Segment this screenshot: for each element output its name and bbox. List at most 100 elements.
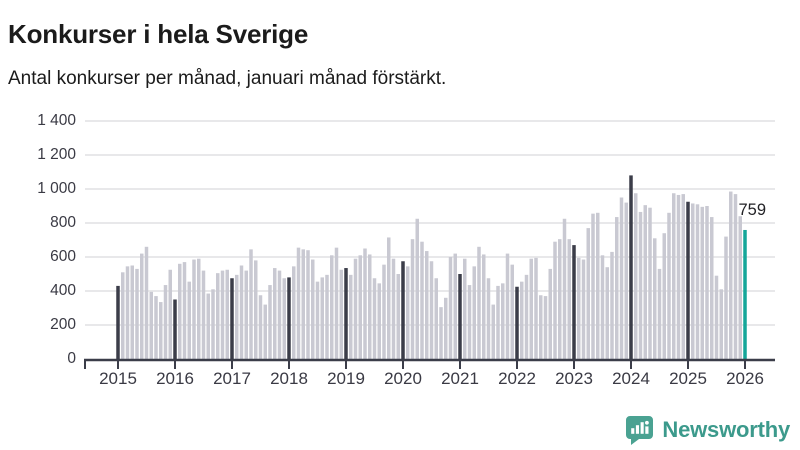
bar-month (486, 278, 491, 359)
bar-month (619, 197, 624, 359)
bar-month (144, 246, 149, 359)
bar-month (520, 281, 524, 359)
bar-month (268, 285, 272, 359)
bar-month (596, 212, 600, 359)
bar-month (710, 217, 714, 359)
x-tick-label-2018: 2018 (270, 369, 308, 388)
bar-month (197, 258, 201, 359)
bar-january-2024 (629, 175, 633, 359)
bar-month (206, 293, 210, 359)
bar-month (339, 269, 343, 359)
bar-month (149, 291, 153, 359)
bar-month (591, 213, 595, 359)
bar-month (581, 259, 586, 359)
bar-january-2023 (572, 245, 576, 359)
bar-month (434, 278, 438, 359)
bar-month (695, 204, 700, 359)
bar-month (216, 273, 220, 359)
bar-month (439, 307, 443, 359)
bar-month (178, 263, 182, 359)
bar-month (505, 253, 510, 359)
bar-month (482, 254, 486, 359)
bar-month (524, 274, 529, 359)
bar-month (463, 258, 467, 359)
bar-month (648, 207, 652, 359)
bar-month (496, 285, 500, 359)
bar-month (472, 266, 476, 359)
x-tick-label-2021: 2021 (441, 369, 479, 388)
bar-month (577, 257, 581, 359)
bar-month (239, 265, 244, 359)
bar-month (349, 274, 353, 359)
bar-month (600, 255, 605, 359)
bar-month (334, 247, 339, 359)
bar-month (667, 212, 671, 359)
bar-month (372, 278, 377, 359)
x-tick-label-2022: 2022 (498, 369, 536, 388)
bar-month (553, 241, 557, 359)
bar-month (182, 262, 187, 359)
bar-month (396, 274, 400, 359)
bar-month (510, 264, 514, 359)
y-tick-label: 800 (50, 214, 76, 231)
bar-month (700, 206, 704, 359)
bar-january-2018 (287, 277, 291, 359)
bar-month (643, 205, 647, 359)
bar-month (543, 296, 548, 359)
bar-month (163, 285, 168, 359)
bar-month (382, 264, 386, 359)
bar-month (444, 297, 448, 359)
bar-month (121, 272, 125, 359)
bar-month (638, 211, 643, 359)
bar-month (315, 281, 320, 359)
bar-month (672, 193, 676, 359)
x-tick-label-2026: 2026 (726, 369, 764, 388)
bar-month (605, 267, 609, 359)
bar-month (301, 249, 305, 359)
bar-month (154, 296, 158, 359)
bar-month (368, 254, 372, 359)
page-title: Konkurser i hela Sverige (8, 19, 309, 50)
bar-month (691, 203, 695, 359)
y-tick-label: 1 000 (37, 180, 76, 197)
bar-month (125, 266, 130, 359)
bar-january-2025 (686, 201, 690, 359)
bar-month (491, 304, 495, 359)
bar-month (558, 239, 562, 359)
x-tick-label-2023: 2023 (555, 369, 593, 388)
bar-january-2016 (173, 299, 177, 359)
bar-month (501, 283, 505, 359)
bar-chart-speech-bubble-icon (626, 416, 654, 445)
bar-month (273, 268, 277, 359)
bar-month (296, 247, 301, 359)
bar-january-2020 (401, 261, 405, 359)
bar-month (220, 270, 225, 359)
x-tick-label-2016: 2016 (156, 369, 194, 388)
bar-month (258, 295, 263, 359)
bar-january-2019 (344, 268, 348, 359)
bar-month (211, 289, 215, 359)
bar-month (306, 250, 310, 359)
bar-month (140, 253, 144, 359)
bar-january-2022 (515, 286, 519, 359)
bar-month (534, 257, 538, 359)
bar-month (225, 269, 229, 359)
y-tick-label: 600 (50, 248, 76, 265)
bar-month (192, 259, 196, 359)
bar-month (168, 269, 172, 359)
bar-month (477, 246, 481, 359)
brand-name: Newsworthy (662, 416, 790, 442)
bar-month (391, 258, 396, 359)
bar-january-2015 (116, 285, 120, 359)
bar-month (358, 255, 362, 359)
bar-month (406, 266, 410, 359)
bar-month (567, 239, 571, 359)
bar-month (615, 217, 619, 359)
x-tick-label-2017: 2017 (213, 369, 251, 388)
bar-month (282, 278, 286, 359)
bar-month (634, 193, 638, 359)
bar-month (263, 304, 267, 359)
y-tick-label: 0 (67, 350, 76, 367)
bar-month (363, 248, 367, 359)
